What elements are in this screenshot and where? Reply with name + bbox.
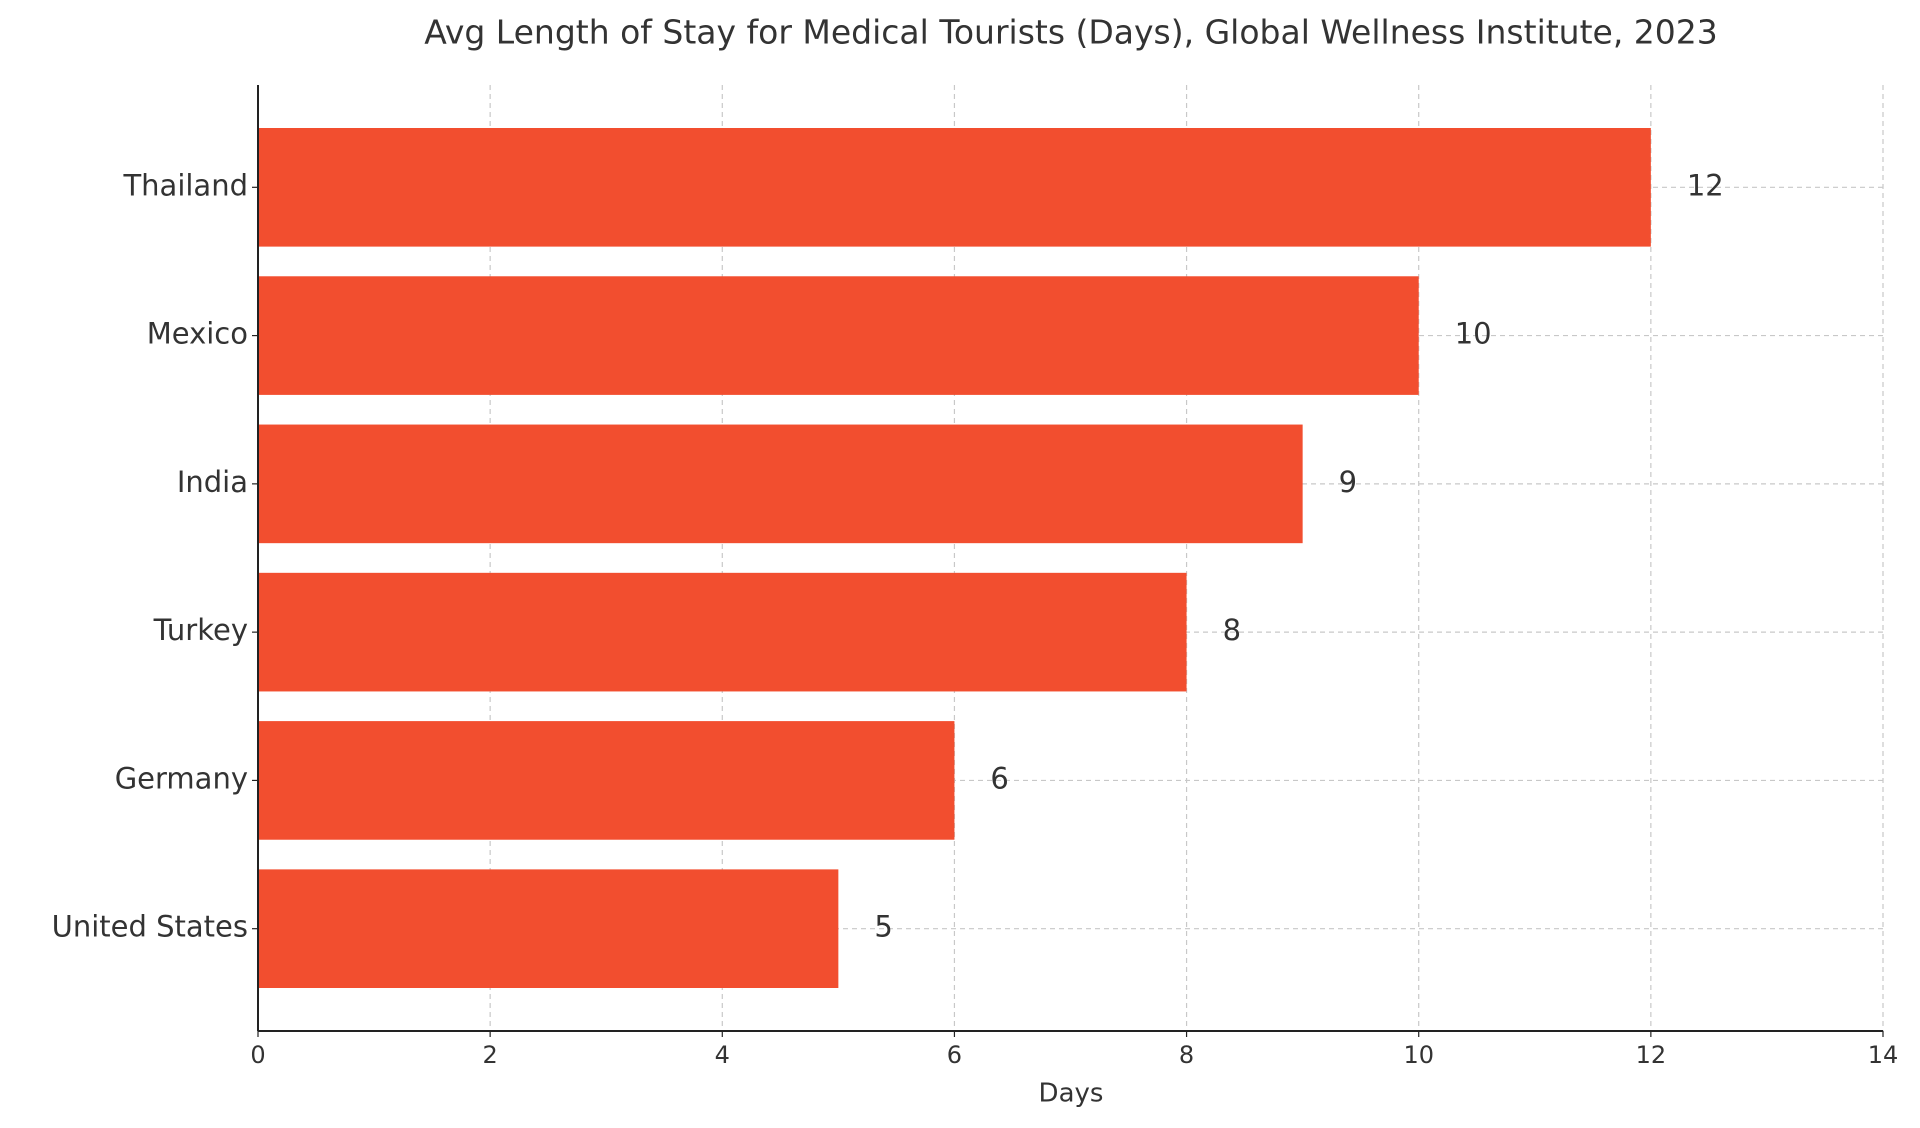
bar xyxy=(258,276,1419,395)
value-label: 8 xyxy=(1223,613,1241,647)
value-label: 10 xyxy=(1455,317,1492,351)
x-tick-label: 12 xyxy=(1636,1041,1667,1069)
x-tick-label: 4 xyxy=(715,1041,730,1069)
bar xyxy=(258,572,1187,692)
x-tick-label: 8 xyxy=(1179,1041,1194,1069)
x-tick-label: 6 xyxy=(947,1041,962,1069)
x-tick-label: 2 xyxy=(483,1041,498,1069)
y-tick-label: Germany xyxy=(115,761,248,795)
x-tick-label: 14 xyxy=(1868,1041,1899,1069)
value-label: 9 xyxy=(1339,465,1357,499)
chart-title: Avg Length of Stay for Medical Tourists … xyxy=(424,13,1718,52)
x-tick-label: 10 xyxy=(1403,1041,1434,1069)
y-tick-label: India xyxy=(177,465,248,499)
value-label: 6 xyxy=(990,761,1008,795)
x-tick-label: 0 xyxy=(250,1041,265,1069)
value-label: 5 xyxy=(874,910,892,944)
bar xyxy=(258,869,839,988)
y-tick-label: Mexico xyxy=(147,317,248,351)
bar xyxy=(258,424,1303,544)
y-tick-label: Turkey xyxy=(153,613,248,647)
value-label: 12 xyxy=(1687,168,1724,202)
y-tick-label: United States xyxy=(52,910,248,944)
bar xyxy=(258,128,1651,247)
x-axis-label: Days xyxy=(1039,1079,1104,1109)
bar xyxy=(258,721,955,840)
y-tick-label: Thailand xyxy=(122,168,248,202)
